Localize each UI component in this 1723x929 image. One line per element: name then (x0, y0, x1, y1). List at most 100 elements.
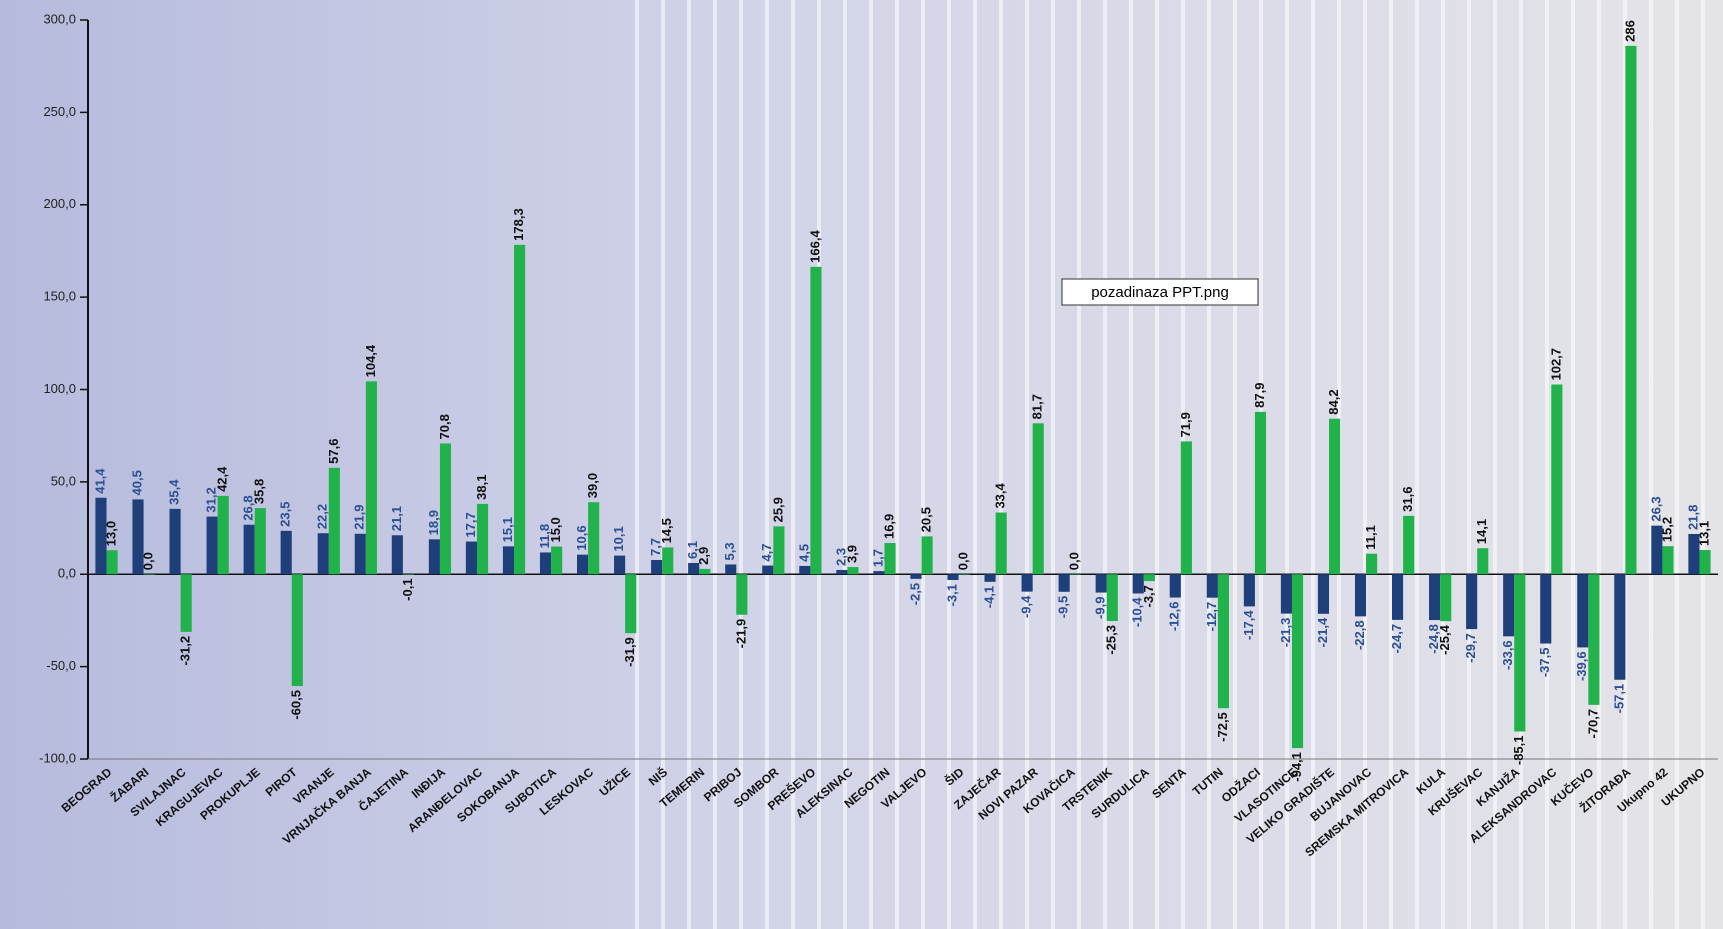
value-label: 41,4 (92, 468, 107, 494)
value-label: 38,1 (474, 475, 489, 500)
value-label: 42,4 (215, 466, 230, 492)
value-label: 21,1 (389, 506, 404, 531)
value-label: 40,5 (129, 470, 144, 495)
value-label: 3,9 (844, 545, 859, 563)
bar (1699, 550, 1711, 575)
bar (651, 560, 663, 575)
bar (1392, 574, 1404, 620)
bar (736, 574, 748, 615)
bar (1614, 574, 1626, 680)
value-label: 4,5 (796, 544, 811, 562)
value-label: 11,8 (537, 524, 552, 549)
bar (1058, 574, 1070, 592)
value-label: 87,9 (1252, 383, 1267, 408)
value-label: 10,6 (574, 525, 589, 550)
bar (1132, 574, 1144, 594)
value-label: -85,1 (1511, 735, 1526, 765)
bar (699, 568, 711, 575)
bar (836, 570, 848, 575)
value-label: 0,0 (1067, 552, 1082, 570)
value-label: 16,9 (881, 514, 896, 539)
value-label: 178,3 (511, 208, 526, 241)
value-label: 4,7 (759, 543, 774, 561)
bar (910, 574, 922, 579)
y-tick-label: 150,0 (43, 289, 76, 304)
bar (143, 574, 155, 575)
value-label: 102,7 (1548, 348, 1563, 381)
bar (1280, 574, 1292, 614)
value-label: 0,0 (141, 552, 156, 570)
bar (1503, 574, 1515, 637)
bar (625, 574, 637, 634)
value-label: -33,6 (1500, 640, 1515, 670)
bar (1651, 525, 1663, 575)
y-tick-label: 100,0 (43, 381, 76, 396)
value-label: -31,9 (622, 637, 637, 667)
bar (502, 546, 515, 575)
bar (1540, 574, 1552, 644)
value-label: 166,4 (807, 230, 822, 263)
bar (1662, 546, 1674, 575)
bar (169, 508, 181, 575)
value-label: 35,4 (166, 479, 181, 505)
bar (365, 381, 377, 575)
bar (873, 571, 885, 575)
bar (391, 535, 403, 575)
value-label: 84,2 (1326, 389, 1341, 414)
value-label: -3,1 (944, 584, 959, 606)
y-tick-label: 250,0 (43, 104, 76, 119)
value-label: 11,1 (1363, 525, 1378, 550)
value-label: 10,1 (611, 526, 626, 551)
bar (1366, 553, 1378, 575)
annotation-frame (1061, 278, 1259, 306)
value-label: -24,8 (1426, 624, 1441, 654)
value-label: 7,7 (648, 538, 663, 556)
value-label: 70,8 (437, 414, 452, 439)
bar (1329, 418, 1341, 575)
value-label: -22,8 (1352, 620, 1367, 650)
bar (328, 467, 340, 575)
bar (947, 574, 959, 580)
bar (1032, 423, 1044, 575)
value-label: 14,5 (659, 518, 674, 543)
bar (476, 503, 489, 575)
bar (132, 499, 144, 575)
value-label: -21,3 (1278, 618, 1293, 648)
bar (280, 530, 292, 575)
value-label: -9,5 (1056, 596, 1071, 618)
value-label: 21,9 (352, 504, 367, 529)
bar (921, 536, 933, 575)
bar (402, 574, 414, 575)
value-label: 71,9 (1178, 412, 1193, 437)
bar (1688, 533, 1700, 575)
bar (243, 524, 255, 575)
value-label: -31,2 (178, 636, 193, 666)
value-label: 2,9 (696, 547, 711, 565)
value-label: 20,5 (919, 507, 934, 532)
value-label: -4,1 (981, 586, 996, 608)
value-label: -70,7 (1585, 709, 1600, 739)
value-label: 0,0 (956, 552, 971, 570)
y-tick-label: 0,0 (58, 566, 76, 581)
bar (1217, 574, 1229, 709)
value-label: -3,7 (1141, 585, 1156, 607)
y-tick-label: 200,0 (43, 196, 76, 211)
bar (539, 552, 552, 575)
bar (1477, 548, 1489, 575)
value-label: 21,8 (1685, 505, 1700, 530)
value-label: -0,1 (400, 578, 415, 600)
bar (662, 547, 674, 575)
bar (688, 562, 700, 575)
bar (217, 495, 229, 575)
value-label: -29,7 (1463, 633, 1478, 663)
value-label: -12,6 (1167, 602, 1182, 632)
value-label: 31,2 (204, 487, 219, 512)
value-label: 15,1 (500, 517, 515, 542)
bar (884, 543, 896, 575)
bar (984, 574, 996, 582)
y-tick-label: 300,0 (43, 11, 76, 26)
value-label: 18,9 (426, 510, 441, 535)
bar (1625, 45, 1637, 575)
bar (577, 554, 589, 575)
